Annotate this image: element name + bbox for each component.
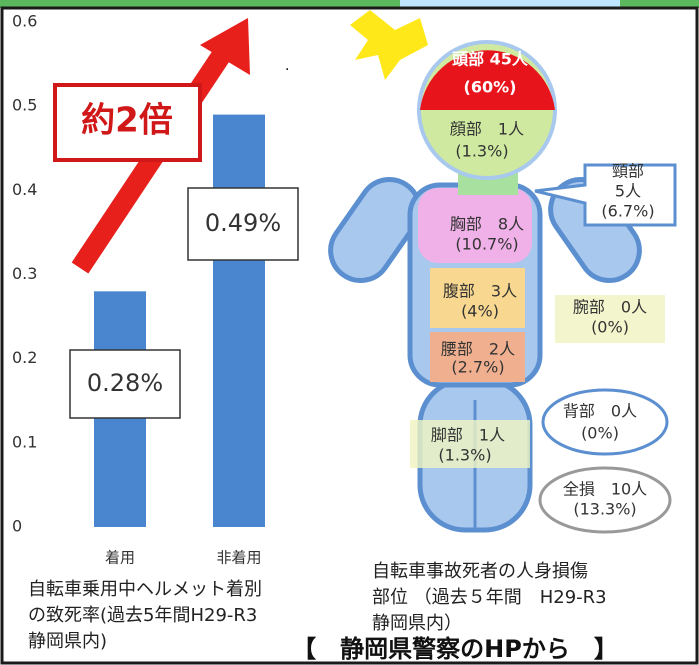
part-label: 腹部 3人 [443,282,517,301]
caption: 部位 （過去５年間 H29-R3 [372,587,607,608]
caption: 自転車事故死者の人身損傷 [372,561,588,582]
part-label: (10.7%) [455,235,518,254]
caption: 自転車乗用中ヘルメット着別 [28,579,262,600]
value-label: 0.28% [87,369,163,397]
part-label: (6.7%) [601,202,654,221]
part-label: 脚部 1人 [431,426,505,445]
annotation: 約2倍 [81,101,173,141]
bar [213,115,265,527]
back-bubble [543,390,667,454]
x-tick-label: 非着用 [216,549,261,567]
infographic: 約2倍 · 0 0.1 0.2 0.3 0.4 0.5 0.6 着用 0.28% 非着用 0.49%… [0,0,699,665]
part-label: 全損 10人 [563,480,647,499]
y-tick-label: 0.4 [12,180,37,199]
part-label: 腕部 0人 [573,298,647,317]
part-label: 顔部 1人 [450,120,524,139]
y-tick-label: 0.1 [12,432,37,451]
caption: の致死率(過去5年間H29-R3 [28,605,257,626]
part-label: (60%) [464,78,517,97]
y-tick-label: 0.6 [12,12,37,31]
dot: · [285,62,289,78]
y-tick-label: 0.2 [12,348,37,367]
part-label: (0%) [591,318,629,337]
part-label: (2.7%) [451,358,504,377]
part-label: 頭部 45人 [452,50,529,69]
part-label: (1.3%) [455,142,508,161]
part-label: 腰部 2人 [441,340,515,359]
caption: 静岡県内) [28,631,107,652]
part-label: (0%) [581,424,619,443]
part-label: (4%) [461,302,499,321]
part-label: 胸部 8人 [450,215,524,234]
part-label: 背部 0人 [563,402,637,421]
part-label: (13.3%) [573,500,636,519]
caption: 静岡県内） [372,613,462,634]
value-label: 0.49% [205,209,281,237]
footer: 【 静岡県警察のHPから 】 [292,635,618,663]
y-tick-label: 0.5 [12,96,37,115]
part-label: 頸部 [612,162,644,181]
x-tick-label: 着用 [105,549,135,567]
y-tick-label: 0 [12,517,22,536]
y-tick-label: 0.3 [12,264,37,283]
part-label: 5人 [615,182,641,201]
part-label: (1.3%) [438,446,491,465]
